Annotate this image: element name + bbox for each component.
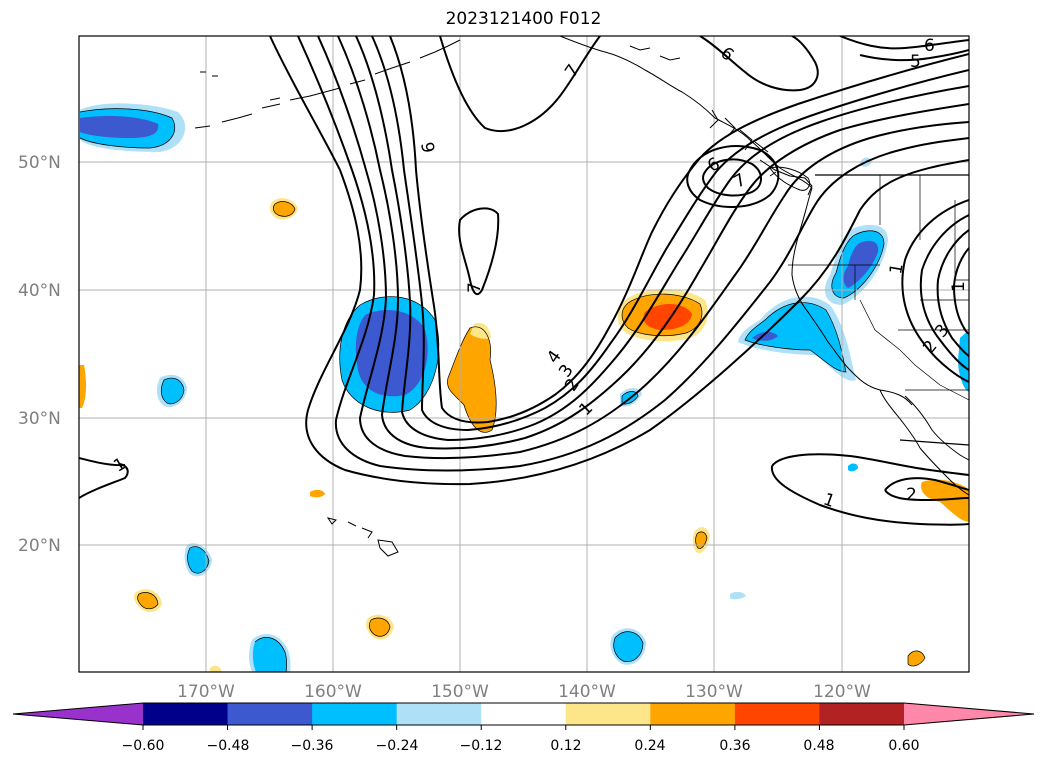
contour-label: 2 bbox=[906, 485, 917, 505]
colorbar-tick-label: 0.48 bbox=[803, 738, 834, 754]
colorbar-tick-labels: −0.60 −0.48 −0.36 −0.24 −0.12 0.12 0.24 … bbox=[122, 738, 920, 754]
colorbar-tick-label: −0.36 bbox=[291, 738, 334, 754]
colorbar-segment bbox=[396, 703, 482, 725]
colorbar-ticks bbox=[142, 725, 905, 730]
colorbar-tick-label: −0.60 bbox=[122, 738, 165, 754]
colorbar-tick-label: 0.12 bbox=[550, 738, 581, 754]
map-frame bbox=[78, 35, 970, 673]
shade-small-16 bbox=[210, 665, 222, 672]
contour-label: 7 bbox=[465, 282, 485, 293]
lat-label: 20°N bbox=[18, 536, 61, 556]
colorbar-segment bbox=[819, 703, 905, 725]
colorbar-segment bbox=[565, 703, 651, 725]
colorbar-tick-label: −0.24 bbox=[376, 738, 419, 754]
latitude-labels: 50°N 40°N 30°N 20°N bbox=[18, 153, 61, 556]
colorbar-segment bbox=[650, 703, 736, 725]
colorbar-extend-high bbox=[904, 703, 1034, 725]
gridlines bbox=[79, 36, 969, 672]
contour-label: 5 bbox=[910, 52, 921, 72]
colorbar-segment bbox=[143, 703, 229, 725]
shade-small-4 bbox=[310, 489, 325, 498]
lat-label: 50°N bbox=[18, 153, 61, 173]
contour-label: 6 bbox=[924, 36, 935, 56]
colorbar-tick-label: −0.48 bbox=[207, 738, 250, 754]
colorbar-extend-low bbox=[13, 703, 143, 725]
colorbar-tick-label: 0.36 bbox=[719, 738, 750, 754]
lon-label: 120°W bbox=[813, 682, 871, 702]
contour-label: 1 bbox=[949, 281, 969, 292]
shade-small-3 bbox=[79, 365, 87, 408]
colorbar-segment bbox=[227, 703, 313, 725]
contour-label: 9 bbox=[416, 141, 438, 155]
shade-blob-mexico bbox=[921, 479, 969, 522]
shade-small-15 bbox=[848, 463, 858, 472]
map-title: 2023121400 F012 bbox=[445, 9, 602, 29]
lat-label: 30°N bbox=[18, 409, 61, 429]
colorbar-segment bbox=[312, 703, 398, 725]
shade-outlines bbox=[79, 108, 926, 672]
height-contours bbox=[79, 36, 969, 526]
colorbar: −0.60 −0.48 −0.36 −0.24 −0.12 0.12 0.24 … bbox=[12, 702, 1035, 754]
lat-label: 40°N bbox=[18, 281, 61, 301]
map-plot-area: 7 6 6 5 9 6 7 7 4 3 2 1 1 1 2 1 2 3 1 bbox=[79, 36, 969, 672]
shade-small-12 bbox=[908, 650, 925, 666]
colorbar-tick-label: −0.12 bbox=[460, 738, 503, 754]
lon-label: 170°W bbox=[177, 682, 235, 702]
lon-label: 150°W bbox=[431, 682, 489, 702]
lon-label: 160°W bbox=[304, 682, 362, 702]
longitude-labels: 170°W 160°W 150°W 140°W 130°W 120°W bbox=[177, 682, 871, 702]
colorbar-segment bbox=[734, 703, 820, 725]
colorbar-tick-label: 0.60 bbox=[888, 738, 919, 754]
colorbar-segments bbox=[143, 703, 905, 725]
colorbar-segment bbox=[481, 703, 567, 725]
coastlines bbox=[194, 36, 969, 557]
lon-label: 130°W bbox=[685, 682, 743, 702]
shade-small-14 bbox=[730, 591, 746, 600]
colorbar-tick-label: 0.24 bbox=[634, 738, 665, 754]
contour-label: 1 bbox=[886, 262, 908, 276]
lon-label: 140°W bbox=[558, 682, 616, 702]
